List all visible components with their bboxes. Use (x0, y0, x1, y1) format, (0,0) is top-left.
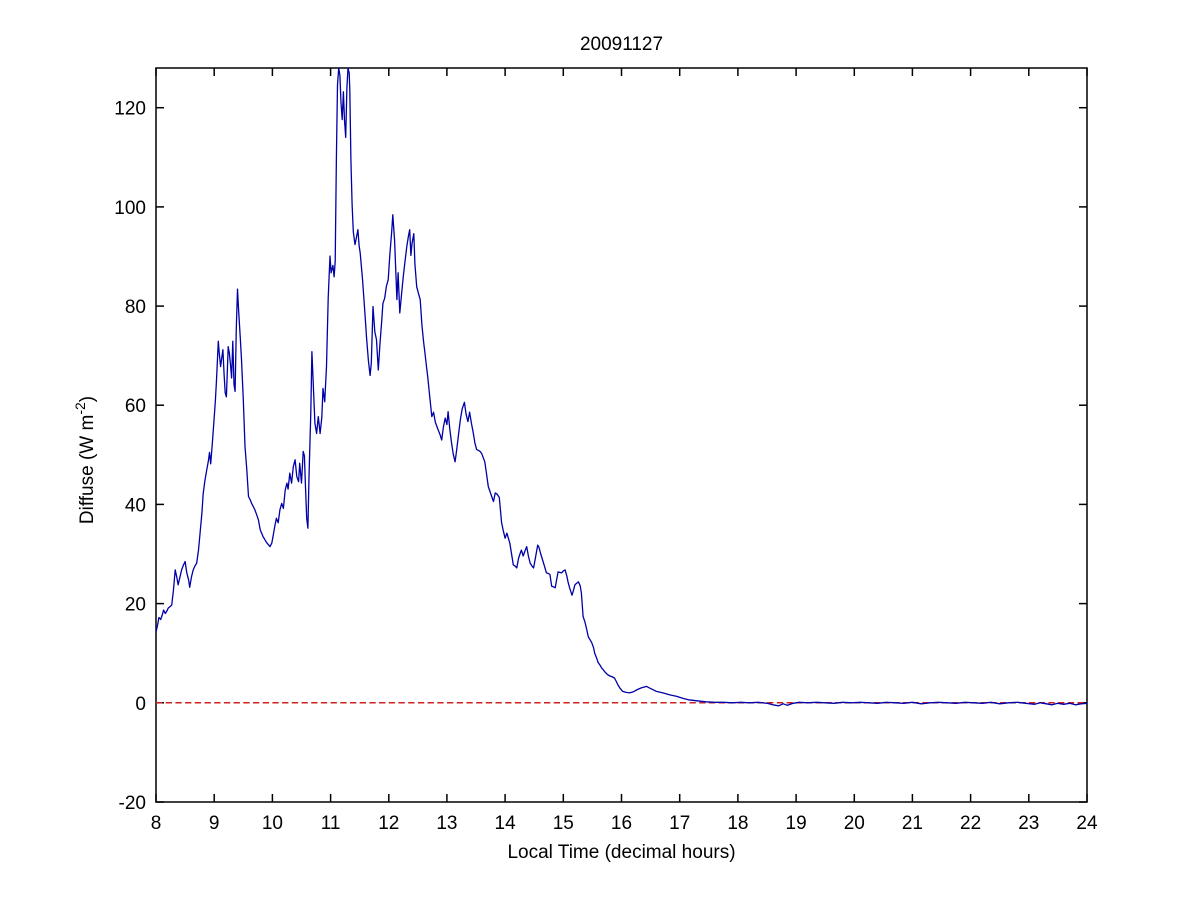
x-tick-label: 9 (209, 813, 220, 834)
x-tick-label: 14 (495, 813, 517, 834)
chart-title: 20091127 (580, 34, 663, 55)
x-tick-label: 21 (902, 813, 923, 834)
y-axis-label-prefix: Diffuse (W m (77, 415, 98, 524)
y-axis-label-superscript: -2 (72, 402, 88, 415)
x-tick-label: 23 (1018, 813, 1039, 834)
x-tick-label: 17 (669, 813, 690, 834)
x-tick-label: 19 (786, 813, 807, 834)
x-tick-label: 10 (262, 813, 283, 834)
y-tick-label: -20 (119, 793, 146, 814)
x-tick-label: 8 (151, 813, 162, 834)
x-tick-label: 13 (436, 813, 457, 834)
x-tick-label: 22 (960, 813, 981, 834)
diffuse-irradiance-line (155, 67, 1088, 707)
x-tick-label: 15 (553, 813, 574, 834)
x-tick-label: 11 (321, 813, 341, 834)
x-tick-label: 16 (611, 813, 632, 834)
x-tick-label: 20 (844, 813, 865, 834)
series-layer (155, 67, 1088, 707)
x-axis-label: Local Time (decimal hours) (507, 842, 735, 863)
y-tick-label: 80 (125, 297, 146, 318)
y-axis-label-suffix: ) (77, 396, 98, 402)
y-tick-label: 60 (125, 396, 146, 417)
y-tick-label: 40 (125, 495, 146, 516)
y-tick-label: 100 (114, 198, 146, 219)
x-tick-label: 18 (727, 813, 748, 834)
plot-box (155, 67, 1088, 803)
x-tick-label: 12 (378, 813, 399, 834)
y-tick-label: 120 (114, 99, 146, 120)
y-tick-label: 0 (135, 694, 146, 715)
tick-label-layer: 8 9 10 11 12 13 14 15 16 17 18 19 20 21 22 23 24 -20 0 20 40… (114, 99, 1098, 834)
y-tick-label: 20 (125, 595, 146, 616)
x-tick-label: 24 (1076, 813, 1098, 834)
axes-layer (155, 67, 1088, 803)
y-axis-label: Diffuse (W m-2) (72, 396, 98, 524)
